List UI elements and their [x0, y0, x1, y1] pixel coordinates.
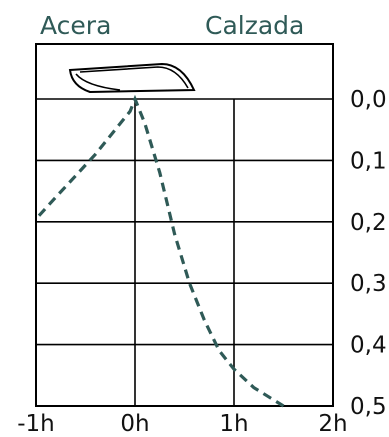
curb-cross-section-icon — [68, 62, 196, 94]
y-tick-label-0: 0,0 — [350, 87, 387, 113]
y-axis-ticks: 0,0 0,1 0,2 0,3 0,4 0,5 — [350, 87, 387, 420]
x-axis-ticks: -1h 0h 1h 2h — [17, 411, 347, 437]
zone-label-calzada: Calzada — [205, 11, 304, 40]
series-line-0 — [37, 94, 285, 408]
series-layer — [37, 94, 285, 408]
grid — [36, 98, 333, 406]
plot-frame — [35, 43, 334, 407]
x-tick-label-2: 1h — [219, 411, 248, 437]
x-tick-label-0: -1h — [17, 411, 55, 437]
y-tick-label-1: 0,1 — [350, 148, 387, 174]
x-tick-label-3: 2h — [318, 411, 347, 437]
x-tick-label-1: 0h — [120, 411, 149, 437]
y-tick-label-5: 0,5 — [350, 394, 387, 420]
y-tick-label-3: 0,3 — [350, 271, 387, 297]
y-tick-label-2: 0,2 — [350, 210, 387, 236]
y-tick-label-4: 0,4 — [350, 333, 387, 359]
zone-label-acera: Acera — [40, 11, 111, 40]
